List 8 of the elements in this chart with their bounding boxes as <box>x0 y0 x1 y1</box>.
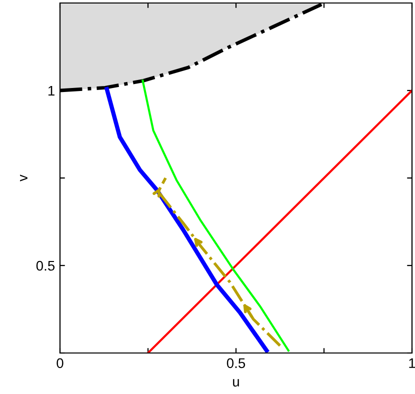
line-series <box>156 176 282 348</box>
line-series <box>104 87 269 353</box>
y-axis-title: v <box>20 174 28 182</box>
x-tick-label: 1 <box>409 358 415 368</box>
x-tick-label: 0 <box>56 358 64 368</box>
x-axis-title: u <box>233 379 239 387</box>
line-series <box>142 80 290 352</box>
x-tick-label: 0.5 <box>226 358 246 368</box>
